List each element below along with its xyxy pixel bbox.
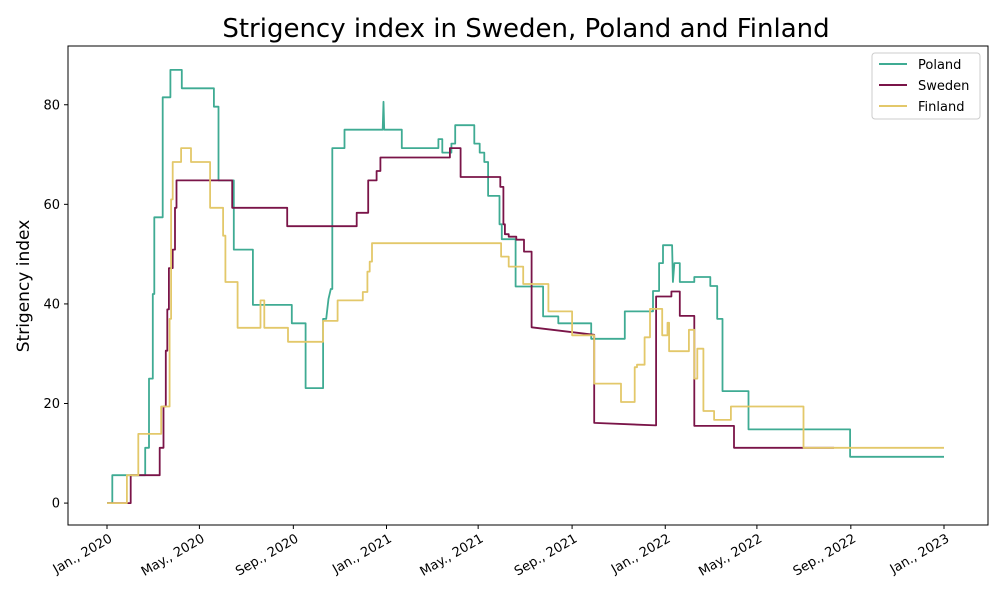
x-tick-label: May., 2021 xyxy=(418,531,487,579)
y-tick-label: 0 xyxy=(52,497,60,512)
y-tick-label: 20 xyxy=(43,397,60,412)
series-line-poland xyxy=(107,69,944,504)
x-tick-label: Jan., 2020 xyxy=(50,531,115,577)
plot-frame xyxy=(67,45,989,526)
y-axis-ticks: 0 20 40 60 80 xyxy=(43,98,68,512)
series-line-finland xyxy=(107,147,944,504)
legend-label-sweden: Sweden xyxy=(918,79,969,94)
x-axis-ticks: Jan., 2020 May., 2020 Sep., 2020 Jan., 2021… xyxy=(50,525,952,580)
legend-label-poland: Poland xyxy=(918,58,961,73)
x-tick-label: May., 2020 xyxy=(139,531,208,579)
legend-frame xyxy=(871,52,981,120)
y-axis-label: Strigency index xyxy=(14,220,34,353)
legend-label-finland: Finland xyxy=(918,100,964,115)
x-tick-label: Sep., 2021 xyxy=(512,531,580,579)
chart-title: Strigency index in Sweden, Poland and Fi… xyxy=(222,14,829,44)
series-lines xyxy=(107,69,944,504)
x-tick-label: Sep., 2020 xyxy=(233,531,301,579)
y-tick-label: 80 xyxy=(43,98,60,113)
x-tick-label: Jan., 2021 xyxy=(329,531,394,577)
x-tick-label: Jan., 2023 xyxy=(887,531,952,577)
y-tick-label: 60 xyxy=(43,198,60,213)
series-line-sweden xyxy=(107,147,834,504)
x-tick-label: May., 2022 xyxy=(696,531,765,579)
y-tick-label: 40 xyxy=(43,297,60,312)
x-tick-label: Jan., 2022 xyxy=(608,531,673,577)
legend: Poland Sweden Finland xyxy=(871,52,981,120)
x-tick-label: Sep., 2022 xyxy=(791,531,859,579)
